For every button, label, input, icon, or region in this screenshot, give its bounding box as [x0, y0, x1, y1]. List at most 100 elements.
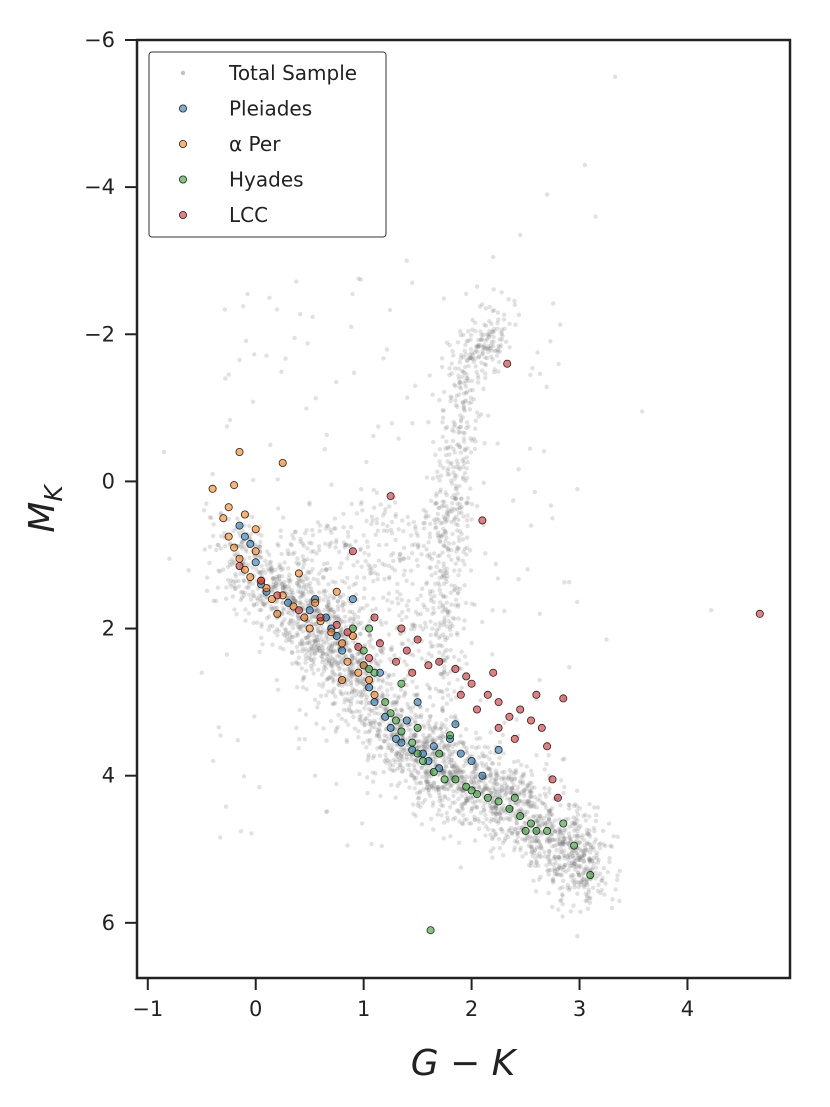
total-sample-point [347, 616, 353, 621]
total-sample-point [485, 346, 491, 351]
total-sample-point [400, 765, 406, 771]
total-sample-point [268, 559, 274, 564]
total-sample-point [235, 516, 240, 521]
total-sample-point [566, 853, 571, 858]
total-sample-point [443, 795, 448, 800]
total-sample-point [362, 575, 367, 580]
total-sample-point [424, 785, 430, 791]
total-sample-point [508, 791, 513, 796]
total-sample-point [360, 690, 365, 695]
total-sample-point [516, 759, 521, 764]
total-sample-point [460, 769, 465, 775]
total-sample-point [297, 627, 302, 632]
total-sample-point [550, 844, 555, 849]
total-sample-point [582, 858, 587, 864]
total-sample-point [254, 566, 259, 572]
hyades-point [413, 723, 422, 732]
total-sample-point [279, 582, 285, 588]
total-sample-point [576, 857, 582, 863]
total-sample-point [298, 585, 304, 590]
total-sample-point [355, 559, 360, 564]
hyades-point [532, 826, 541, 835]
total-sample-point [553, 829, 558, 834]
total-sample-point [326, 600, 331, 606]
total-sample-point [342, 614, 348, 619]
total-sample-point [567, 665, 572, 670]
total-sample-point [387, 766, 393, 771]
total-sample-point [235, 550, 240, 556]
total-sample-point [577, 854, 582, 859]
total-sample-point [557, 855, 562, 860]
total-sample-point [445, 514, 450, 519]
total-sample-point [351, 714, 356, 720]
total-sample-point [577, 872, 582, 878]
total-sample-point [595, 860, 601, 865]
total-sample-point [491, 782, 497, 787]
total-sample-point [528, 372, 533, 378]
total-sample-point [241, 544, 247, 549]
total-sample-point [357, 717, 362, 723]
total-sample-point [300, 554, 305, 559]
total-sample-point [496, 343, 501, 349]
total-sample-point [529, 845, 534, 850]
total-sample-point [569, 873, 574, 878]
total-sample-point [506, 834, 511, 840]
total-sample-point [277, 579, 283, 584]
total-sample-point [347, 543, 352, 549]
total-sample-point [301, 674, 306, 680]
total-sample-point [437, 642, 443, 648]
total-sample-point [367, 632, 372, 638]
total-sample-point [366, 639, 372, 645]
total-sample-point [474, 410, 480, 415]
total-sample-point [459, 793, 464, 799]
total-sample-point [340, 692, 345, 697]
total-sample-point [465, 495, 471, 501]
total-sample-point [276, 543, 281, 548]
total-sample-point [509, 785, 515, 791]
total-sample-point [419, 656, 424, 661]
total-sample-point [395, 766, 400, 772]
total-sample-point [472, 817, 478, 822]
total-sample-point [519, 775, 524, 780]
total-sample-point [336, 607, 341, 612]
total-sample-point [480, 751, 485, 756]
total-sample-point [282, 633, 288, 638]
total-sample-point [211, 758, 216, 764]
total-sample-point [547, 838, 552, 844]
total-sample-point [482, 807, 487, 813]
total-sample-point [542, 786, 547, 791]
total-sample-point [492, 804, 498, 809]
total-sample-point [447, 452, 452, 457]
total-sample-point [472, 320, 478, 325]
total-sample-point [542, 854, 548, 859]
total-sample-point [459, 789, 464, 794]
total-sample-point [448, 752, 453, 757]
total-sample-point [509, 825, 514, 831]
hyades-point [365, 624, 374, 633]
lcc-point [510, 734, 519, 743]
total-sample-point [285, 610, 290, 615]
total-sample-point [487, 757, 492, 762]
total-sample-point [464, 798, 469, 804]
total-sample-point [410, 641, 415, 646]
total-sample-point [396, 436, 401, 441]
total-sample-point [435, 786, 440, 791]
total-sample-point [314, 608, 320, 613]
total-sample-point [565, 856, 571, 862]
total-sample-point [381, 738, 386, 743]
total-sample-point [440, 689, 445, 695]
total-sample-point [377, 722, 382, 728]
total-sample-point [567, 864, 573, 869]
total-sample-point [278, 534, 283, 539]
total-sample-point [477, 736, 483, 741]
total-sample-point [464, 661, 469, 666]
total-sample-point [440, 420, 445, 425]
total-sample-point [316, 640, 321, 645]
total-sample-point [443, 658, 448, 664]
total-sample-point [371, 753, 377, 758]
total-sample-point [453, 496, 459, 502]
total-sample-point [493, 773, 499, 778]
total-sample-point [456, 765, 461, 771]
total-sample-point [325, 620, 331, 625]
